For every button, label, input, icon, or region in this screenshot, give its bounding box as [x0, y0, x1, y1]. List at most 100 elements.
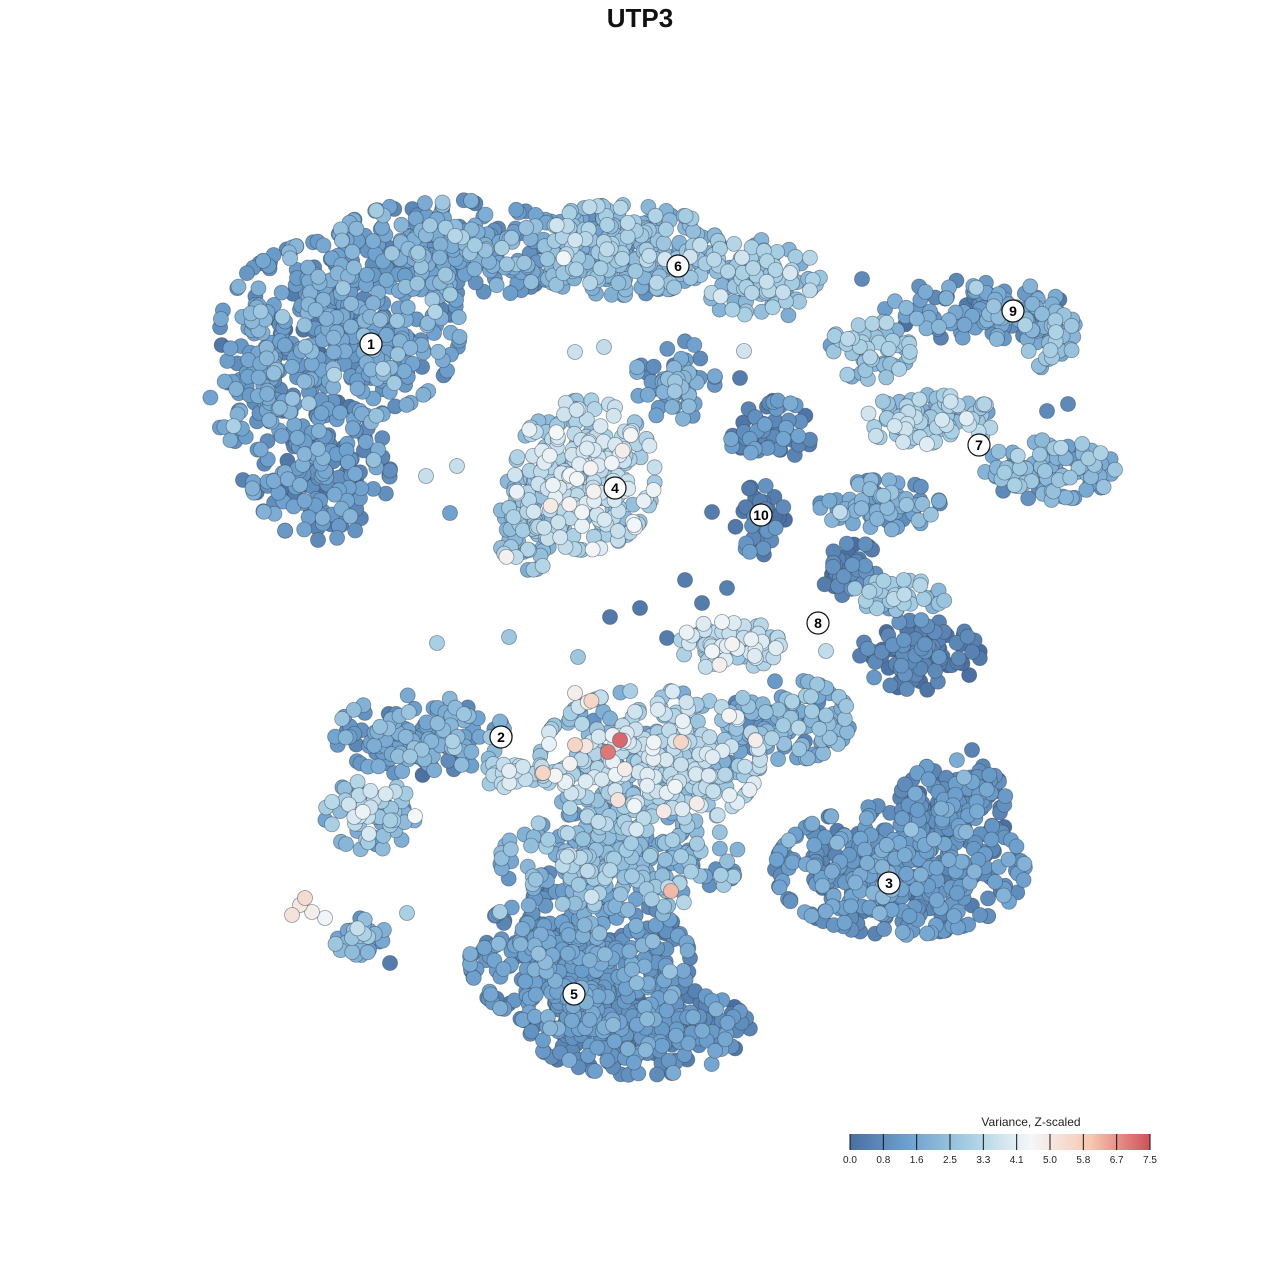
- scatter-point: [880, 340, 897, 357]
- scatter-point: [495, 961, 512, 977]
- scatter-point: [949, 885, 965, 901]
- scatter-point: [806, 837, 823, 853]
- scatter-point: [917, 636, 933, 653]
- scatter-point: [784, 693, 801, 710]
- scatter-point: [712, 288, 729, 305]
- scatter-point: [697, 659, 714, 675]
- scatter-point: [324, 794, 341, 810]
- scatter-point: [559, 848, 575, 865]
- scatter-point: [612, 732, 628, 748]
- scatter-point: [374, 360, 391, 377]
- scatter-point: [856, 841, 873, 858]
- scatter-point: [790, 719, 807, 736]
- scatter-point: [719, 580, 735, 596]
- cluster-label-text: 10: [753, 507, 769, 523]
- scatter-point: [804, 703, 820, 720]
- scatter-point: [554, 896, 571, 912]
- scatter-point: [1009, 447, 1026, 464]
- scatter-point: [802, 249, 818, 266]
- scatter-point: [344, 944, 361, 960]
- scatter-point: [645, 482, 662, 498]
- scatter-point: [741, 544, 758, 560]
- scatter-point: [326, 366, 343, 383]
- scatter-point: [898, 681, 915, 697]
- scatter-point: [741, 480, 757, 497]
- scatter-point: [727, 518, 744, 535]
- scatter-point: [719, 1014, 736, 1031]
- scatter-point: [372, 718, 388, 735]
- scatter-point: [737, 758, 753, 775]
- scatter-point: [222, 340, 239, 357]
- legend-title: Variance, Z-scaled: [981, 1115, 1080, 1129]
- scatter-point: [614, 442, 631, 459]
- scatter-point: [582, 275, 598, 291]
- legend-tick-label: 6.7: [1110, 1155, 1124, 1166]
- scatter-point: [876, 921, 892, 937]
- scatter-point: [695, 615, 712, 632]
- scatter-point: [346, 259, 362, 276]
- scatter-point: [555, 250, 572, 267]
- scatter-point: [276, 337, 293, 354]
- scatter-point: [382, 812, 399, 829]
- scatter-point: [680, 398, 697, 415]
- scatter-point: [780, 307, 797, 324]
- scatter-point: [362, 783, 379, 799]
- scatter-point: [292, 477, 308, 493]
- scatter-point: [677, 572, 693, 588]
- scatter-point: [990, 443, 1007, 460]
- scatter-point: [726, 235, 742, 252]
- scatter-point: [864, 315, 881, 332]
- scatter-point: [393, 216, 410, 233]
- scatter-point: [622, 427, 639, 443]
- scatter-point: [637, 1042, 654, 1059]
- scatter-point: [959, 628, 976, 645]
- scatter-point: [707, 1042, 723, 1059]
- scatter-point: [297, 890, 313, 906]
- scatter-point: [741, 782, 758, 798]
- scatter-point: [677, 208, 694, 224]
- scatter-point: [729, 841, 746, 858]
- scatter-point: [297, 338, 314, 355]
- scatter-point: [674, 801, 691, 818]
- scatter-point: [354, 803, 371, 820]
- scatter-point: [742, 444, 759, 461]
- scatter-point: [912, 866, 929, 883]
- scatter-point: [861, 583, 878, 600]
- scatter-point: [666, 383, 683, 400]
- scatter-point: [721, 707, 737, 724]
- scatter-point: [787, 248, 804, 265]
- scatter-point: [956, 769, 972, 786]
- scatter-point: [768, 851, 785, 868]
- scatter-point: [917, 283, 934, 300]
- scatter-point: [492, 904, 508, 920]
- scatter-point: [1062, 469, 1079, 486]
- scatter-point: [854, 271, 870, 287]
- scatter-point: [508, 483, 525, 500]
- scatter-point: [605, 407, 622, 424]
- scatter-point: [289, 429, 306, 446]
- scatter-point: [410, 244, 427, 261]
- scatter-point: [844, 556, 861, 573]
- scatter-point: [642, 848, 658, 864]
- scatter-point: [1008, 838, 1025, 855]
- scatter-point: [314, 510, 331, 526]
- scatter-point: [821, 492, 838, 509]
- scatter-point: [250, 369, 267, 386]
- scatter-point: [576, 917, 593, 933]
- scatter-point: [222, 432, 239, 449]
- scatter-point: [415, 386, 432, 403]
- scatter-point: [383, 245, 400, 262]
- scatter-point: [771, 879, 788, 896]
- scatter-point: [594, 771, 610, 788]
- scatter-point: [600, 744, 616, 760]
- scatter-point: [579, 863, 596, 879]
- legend-tick-label: 7.5: [1143, 1155, 1157, 1166]
- scatter-point: [585, 483, 602, 500]
- scatter-point: [610, 792, 626, 808]
- scatter-point: [1037, 463, 1053, 480]
- scatter-point: [782, 893, 799, 910]
- scatter-point: [949, 752, 965, 768]
- scatter-point: [757, 477, 774, 494]
- scatter-point: [823, 808, 840, 825]
- scatter-point: [896, 847, 913, 863]
